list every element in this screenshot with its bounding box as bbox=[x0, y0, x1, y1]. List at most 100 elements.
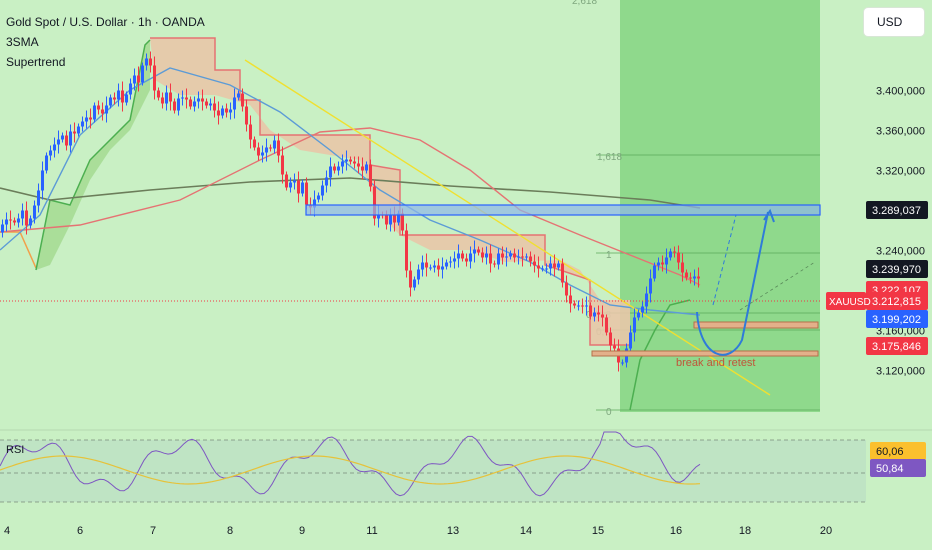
candle-body[interactable] bbox=[633, 317, 636, 333]
candle-body[interactable] bbox=[265, 147, 268, 153]
candle-body[interactable] bbox=[593, 312, 596, 317]
candle-body[interactable] bbox=[569, 295, 572, 304]
candle-body[interactable] bbox=[245, 106, 248, 125]
candle-body[interactable] bbox=[241, 93, 244, 107]
supertrend-indicator-label[interactable]: Supertrend bbox=[6, 55, 66, 69]
candle-body[interactable] bbox=[525, 256, 528, 258]
candle-body[interactable] bbox=[289, 182, 292, 188]
candle-body[interactable] bbox=[345, 159, 348, 162]
candle-body[interactable] bbox=[365, 164, 368, 171]
candle-body[interactable] bbox=[573, 303, 576, 306]
candle-body[interactable] bbox=[445, 262, 448, 267]
candle-body[interactable] bbox=[109, 97, 112, 106]
candle-body[interactable] bbox=[417, 269, 420, 280]
candle-body[interactable] bbox=[397, 213, 400, 223]
candle-body[interactable] bbox=[409, 270, 412, 288]
candle-body[interactable] bbox=[429, 267, 432, 269]
candle-body[interactable] bbox=[273, 140, 276, 149]
candle-body[interactable] bbox=[481, 252, 484, 258]
candle-body[interactable] bbox=[281, 155, 284, 175]
candle-body[interactable] bbox=[673, 251, 676, 253]
candle-body[interactable] bbox=[69, 131, 72, 146]
candle-body[interactable] bbox=[517, 256, 520, 258]
candle-body[interactable] bbox=[77, 126, 80, 134]
candle-body[interactable] bbox=[269, 147, 272, 149]
candle-body[interactable] bbox=[501, 253, 504, 258]
candle-body[interactable] bbox=[57, 139, 60, 145]
candle-body[interactable] bbox=[81, 121, 84, 127]
candle-body[interactable] bbox=[641, 306, 644, 313]
candle-body[interactable] bbox=[173, 101, 176, 111]
candle-body[interactable] bbox=[29, 218, 32, 226]
candle-body[interactable] bbox=[169, 92, 172, 102]
candle-body[interactable] bbox=[601, 314, 604, 318]
candle-body[interactable] bbox=[653, 265, 656, 279]
candle-body[interactable] bbox=[681, 262, 684, 273]
candle-body[interactable] bbox=[565, 282, 568, 296]
candle-body[interactable] bbox=[465, 258, 468, 262]
rsi-value-tag[interactable] bbox=[870, 442, 926, 460]
candle-body[interactable] bbox=[545, 268, 548, 270]
candle-body[interactable] bbox=[33, 205, 36, 219]
candle-body[interactable] bbox=[317, 195, 320, 200]
candle-body[interactable] bbox=[529, 256, 532, 262]
candle-body[interactable] bbox=[597, 312, 600, 315]
candle-body[interactable] bbox=[177, 98, 180, 111]
candle-body[interactable] bbox=[85, 117, 88, 122]
candle-body[interactable] bbox=[405, 230, 408, 271]
candle-body[interactable] bbox=[521, 256, 524, 258]
candle-body[interactable] bbox=[629, 332, 632, 349]
candle-body[interactable] bbox=[325, 177, 328, 186]
candle-body[interactable] bbox=[421, 262, 424, 270]
candle-body[interactable] bbox=[473, 249, 476, 254]
price-tag[interactable] bbox=[866, 292, 928, 310]
candle-body[interactable] bbox=[141, 65, 144, 83]
candle-body[interactable] bbox=[189, 99, 192, 107]
candle-body[interactable] bbox=[333, 166, 336, 171]
candle-body[interactable] bbox=[21, 210, 24, 219]
candle-body[interactable] bbox=[65, 135, 68, 146]
price-tag[interactable] bbox=[866, 201, 928, 219]
candle-body[interactable] bbox=[553, 263, 556, 268]
candle-body[interactable] bbox=[377, 214, 380, 219]
candle-body[interactable] bbox=[557, 263, 560, 268]
candle-body[interactable] bbox=[161, 97, 164, 104]
sma-indicator-label[interactable]: 3SMA bbox=[6, 35, 39, 49]
candle-body[interactable] bbox=[549, 263, 552, 269]
candle-body[interactable] bbox=[357, 163, 360, 167]
candle-body[interactable] bbox=[541, 268, 544, 270]
candle-body[interactable] bbox=[73, 131, 76, 134]
candle-body[interactable] bbox=[1, 224, 4, 233]
resistance-zone[interactable] bbox=[305, 204, 821, 216]
projection-curve[interactable] bbox=[696, 211, 769, 356]
price-tag[interactable] bbox=[866, 310, 928, 328]
candle-body[interactable] bbox=[97, 105, 100, 110]
candle-body[interactable] bbox=[457, 253, 460, 259]
support-zone-lower[interactable] bbox=[591, 350, 819, 357]
candle-body[interactable] bbox=[17, 218, 20, 223]
candle-body[interactable] bbox=[537, 265, 540, 269]
candle-body[interactable] bbox=[665, 257, 668, 265]
price-tag[interactable] bbox=[866, 260, 928, 278]
candle-body[interactable] bbox=[129, 83, 132, 95]
candle-body[interactable] bbox=[613, 345, 616, 349]
candle-body[interactable] bbox=[433, 265, 436, 268]
candle-body[interactable] bbox=[589, 305, 592, 317]
candle-body[interactable] bbox=[505, 256, 508, 258]
candle-body[interactable] bbox=[509, 253, 512, 257]
candle-body[interactable] bbox=[229, 109, 232, 113]
candle-body[interactable] bbox=[581, 305, 584, 307]
candle-body[interactable] bbox=[425, 262, 428, 268]
candle-body[interactable] bbox=[449, 261, 452, 263]
candle-body[interactable] bbox=[149, 58, 152, 66]
candle-body[interactable] bbox=[217, 110, 220, 116]
candle-body[interactable] bbox=[201, 98, 204, 102]
candle-body[interactable] bbox=[297, 180, 300, 194]
candle-body[interactable] bbox=[453, 258, 456, 262]
candle-body[interactable] bbox=[13, 220, 16, 223]
candle-body[interactable] bbox=[53, 144, 56, 151]
candle-body[interactable] bbox=[185, 97, 188, 100]
candle-body[interactable] bbox=[45, 155, 48, 171]
candle-body[interactable] bbox=[133, 75, 136, 84]
